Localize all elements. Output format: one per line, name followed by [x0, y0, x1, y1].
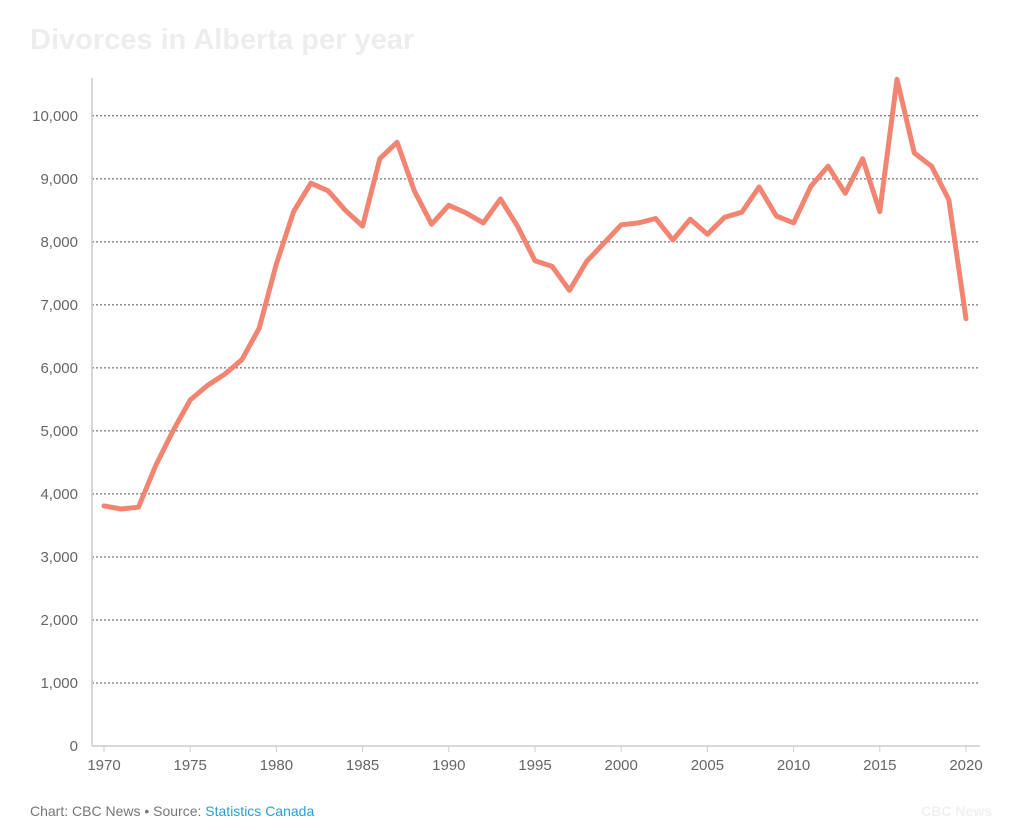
footer-credit: Chart: CBC News • Source: — [30, 803, 206, 819]
y-tick-label: 7,000 — [40, 297, 78, 314]
x-tick-label: 2010 — [777, 757, 810, 774]
x-tick-label: 1985 — [346, 757, 379, 774]
x-tick-label: 1980 — [260, 757, 293, 774]
y-tick-label: 3,000 — [40, 549, 78, 566]
line-chart: 0 1,000 2,000 3,000 4,000 5,000 6,000 7,000 8,00… — [32, 76, 983, 774]
y-axis-ticks: 0 1,000 2,000 3,000 4,000 5,000 6,000 7,000 8,00… — [32, 108, 78, 755]
y-tick-label: 5,000 — [40, 423, 78, 440]
y-tick-label: 4,000 — [40, 486, 78, 503]
x-axis-ticks: 1970 1975 1980 1985 1990 1995 2000 2005 2010 2015… — [87, 746, 983, 774]
chart-footer: Chart: CBC News • Source: Statistics Can… — [30, 803, 314, 819]
chart-title: Divorces in Alberta per year — [30, 24, 415, 56]
x-tick-label: 1975 — [174, 757, 207, 774]
y-tick-label: 2,000 — [40, 612, 78, 629]
x-tick-label: 2020 — [949, 757, 982, 774]
source-link[interactable]: Statistics Canada — [205, 803, 315, 819]
x-tick-label: 2005 — [691, 757, 724, 774]
watermark: CBC News — [921, 803, 992, 819]
series-group — [101, 76, 969, 512]
y-tick-label: 0 — [70, 738, 78, 755]
y-tick-label: 10,000 — [32, 108, 78, 125]
y-tick-label: 1,000 — [40, 675, 78, 692]
y-tick-label: 9,000 — [40, 171, 78, 188]
grid-lines — [92, 115, 980, 684]
x-tick-label: 1990 — [432, 757, 465, 774]
series-line — [101, 76, 969, 512]
y-tick-label: 6,000 — [40, 360, 78, 377]
y-tick-label: 8,000 — [40, 234, 78, 251]
x-tick-label: 1970 — [87, 757, 120, 774]
x-tick-label: 2000 — [605, 757, 638, 774]
axes — [91, 78, 980, 747]
x-tick-label: 2015 — [863, 757, 896, 774]
x-tick-label: 1995 — [518, 757, 551, 774]
